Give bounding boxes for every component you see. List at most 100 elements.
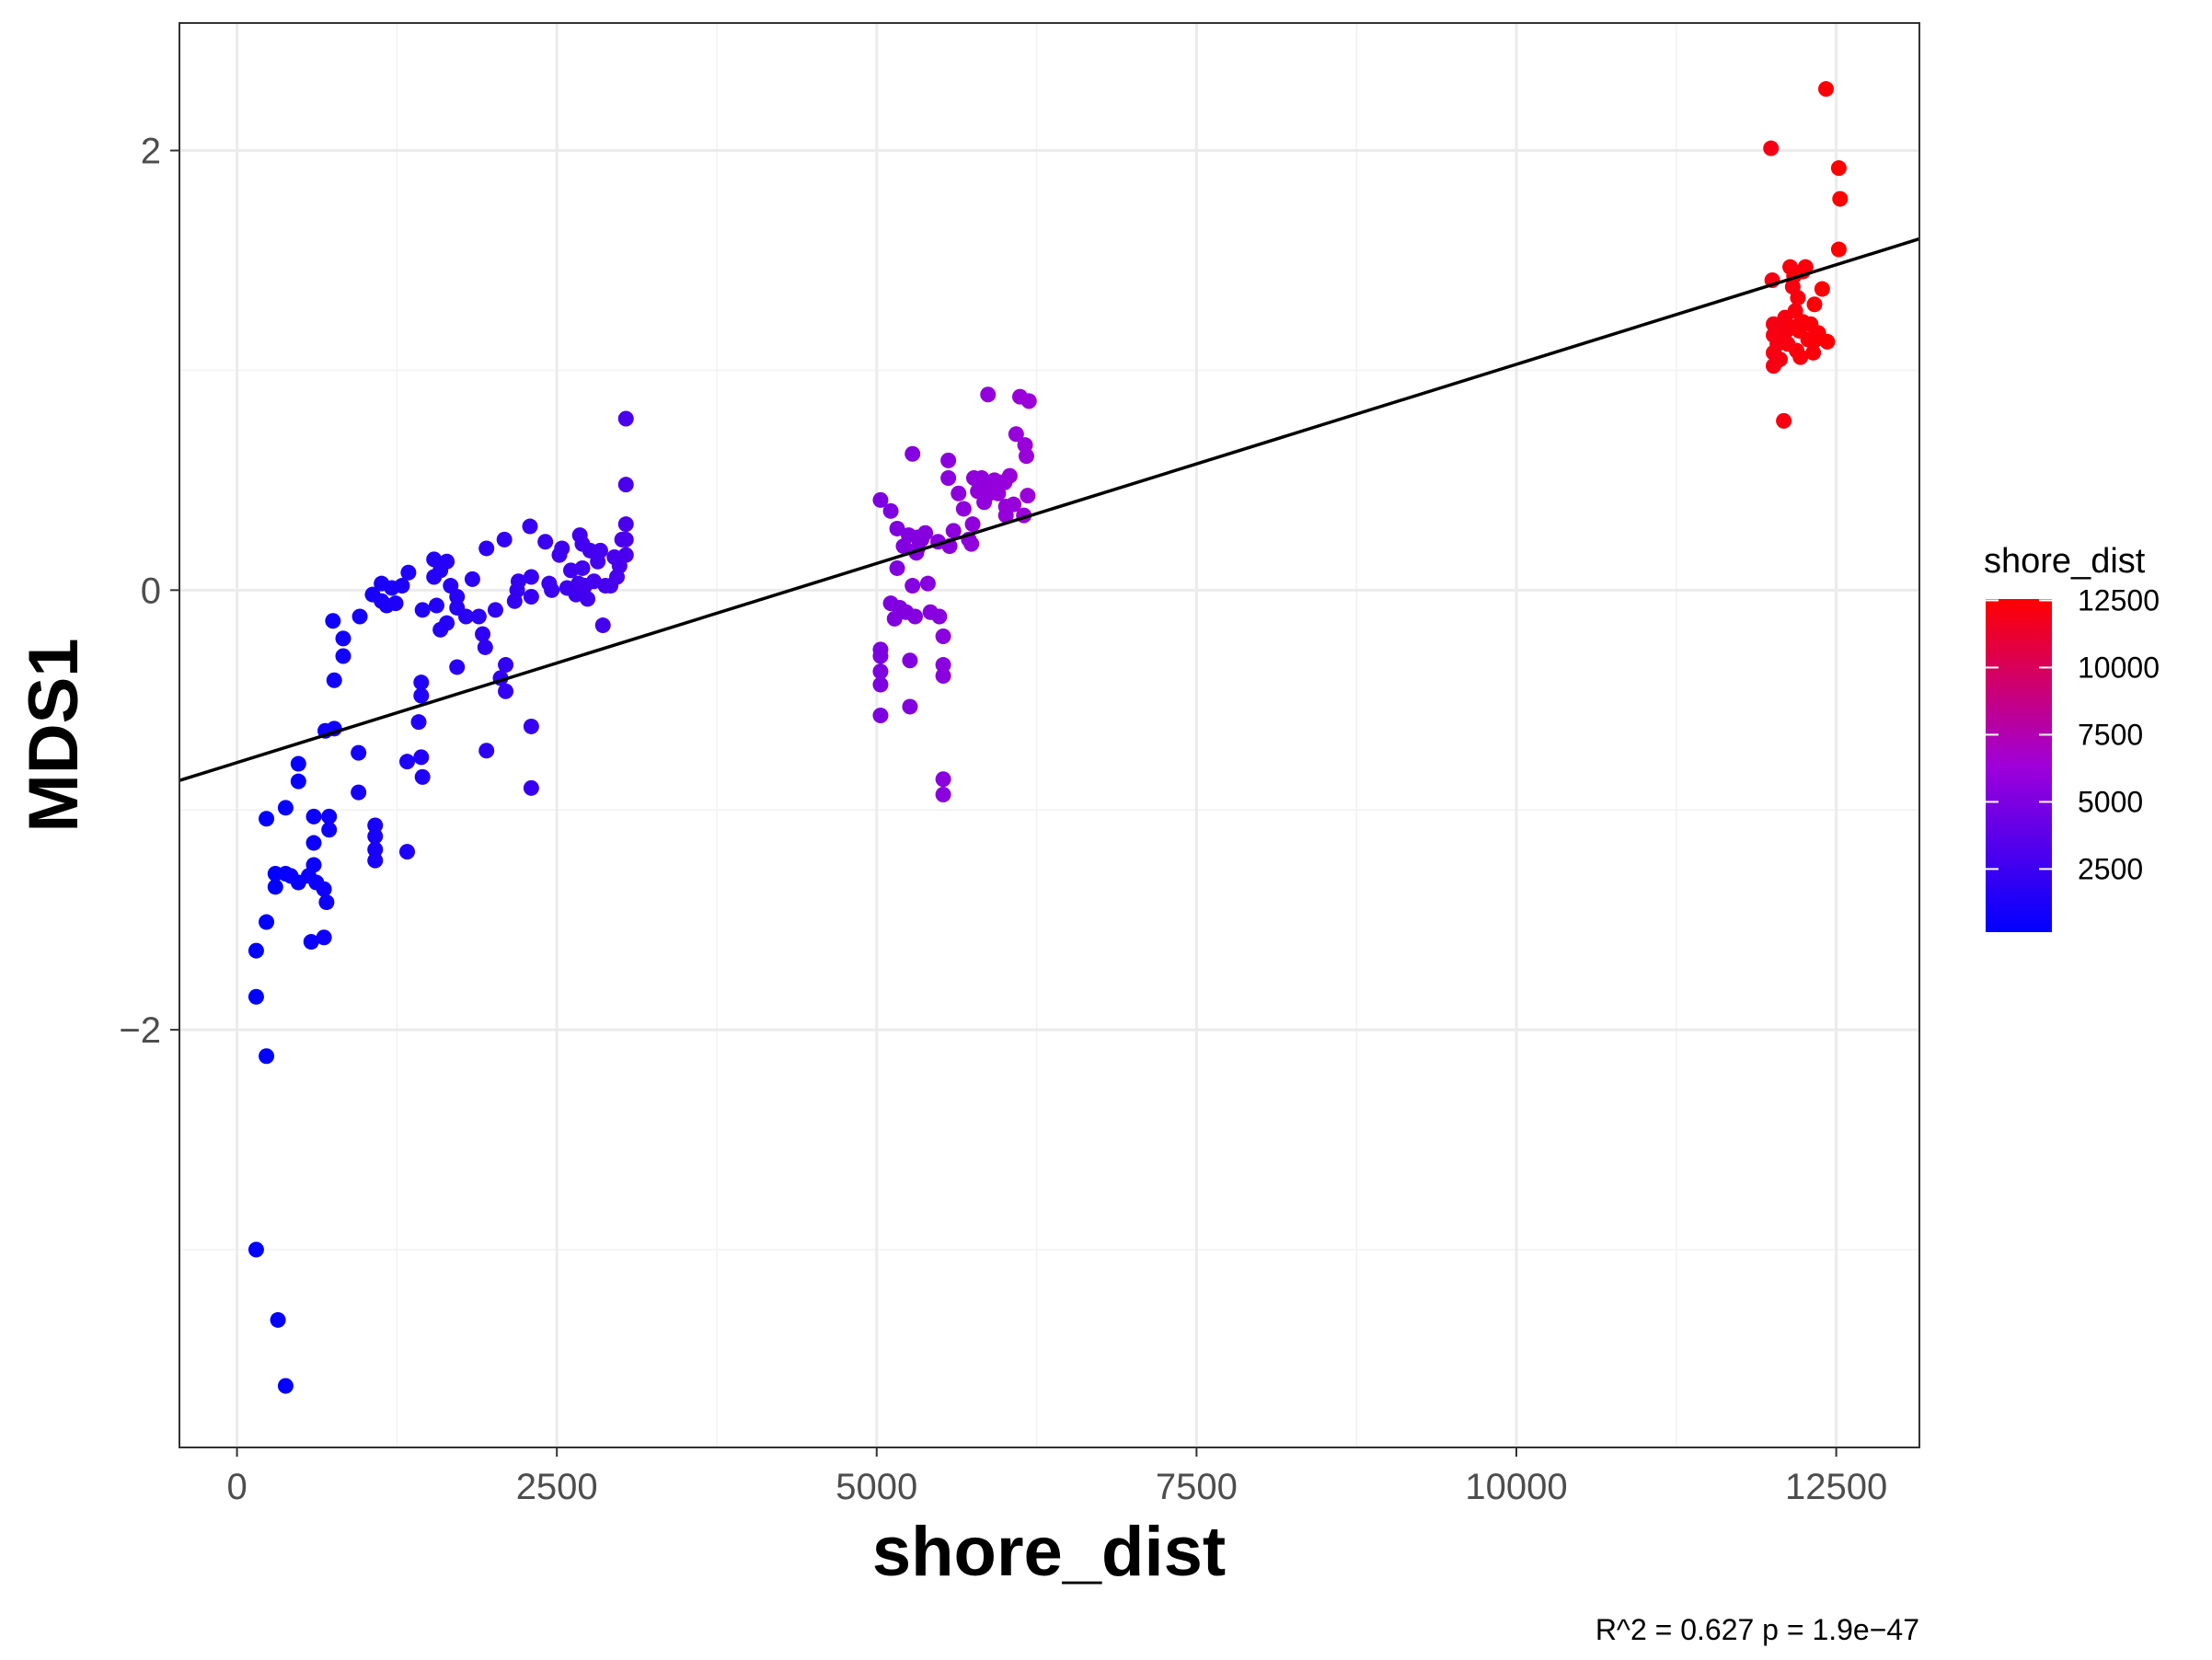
data-point	[496, 531, 513, 548]
data-point	[351, 608, 368, 625]
data-point	[617, 410, 634, 427]
data-point	[1018, 448, 1034, 465]
data-point	[367, 817, 384, 834]
data-point	[1771, 352, 1788, 367]
data-point	[398, 844, 415, 860]
data-point	[267, 879, 283, 895]
data-point	[931, 608, 948, 625]
x-tick-label: 7500	[1156, 1467, 1238, 1507]
data-point	[277, 1378, 294, 1394]
data-point	[592, 542, 608, 559]
data-point	[410, 714, 427, 731]
data-point	[478, 743, 495, 759]
data-point	[413, 687, 430, 704]
data-point	[544, 582, 560, 598]
data-point	[980, 386, 997, 403]
x-axis-ticks: 0 2500 5000 7500 10000 12500	[226, 1447, 1887, 1507]
data-point	[1830, 241, 1847, 258]
data-point	[872, 648, 889, 664]
data-point	[523, 718, 539, 734]
data-point	[935, 657, 951, 674]
x-axis-title: shore_dist	[872, 1513, 1226, 1591]
data-point	[290, 755, 306, 772]
data-point	[554, 540, 570, 557]
data-point	[617, 547, 634, 563]
x-tick-label: 0	[226, 1467, 247, 1507]
y-tick-label: −2	[119, 1010, 161, 1051]
data-point	[351, 784, 367, 801]
data-point	[510, 573, 526, 590]
data-point	[475, 626, 491, 642]
data-point	[963, 536, 980, 552]
data-point	[439, 615, 455, 631]
data-point	[955, 501, 972, 517]
data-point	[498, 657, 514, 674]
grid-lines	[179, 23, 1919, 1447]
data-point	[935, 628, 951, 644]
data-point	[1817, 81, 1834, 98]
data-point	[919, 575, 936, 592]
data-point	[1776, 412, 1792, 429]
data-point	[248, 988, 264, 1005]
data-point	[1001, 467, 1018, 484]
data-point	[290, 773, 306, 790]
legend-tick-label: 5000	[2078, 785, 2143, 818]
legend-title: shore_dist	[1984, 542, 2146, 581]
data-point	[950, 485, 967, 501]
data-point	[523, 569, 539, 585]
data-point	[1814, 281, 1830, 297]
data-point	[259, 811, 275, 827]
data-point	[439, 553, 455, 570]
data-point	[904, 445, 921, 462]
data-point	[464, 571, 480, 587]
legend-colorbar	[1986, 599, 2052, 932]
data-point	[305, 857, 322, 873]
data-point	[259, 1048, 275, 1065]
y-tick-label: 2	[141, 132, 161, 172]
data-point	[387, 595, 404, 612]
data-point	[270, 1311, 286, 1328]
fit-statistics-caption: R^2 = 0.627 p = 1.9e−47	[1596, 1613, 1919, 1646]
data-point	[498, 683, 514, 699]
data-point	[523, 589, 539, 605]
data-point	[1790, 290, 1806, 306]
data-point	[945, 523, 962, 539]
data-point	[303, 934, 319, 951]
data-point	[1008, 426, 1024, 443]
data-point	[400, 564, 417, 581]
data-point	[321, 822, 338, 838]
y-axis-ticks: −2 0 2	[119, 132, 179, 1051]
data-point	[594, 617, 611, 634]
data-point	[1806, 296, 1823, 313]
x-tick-label: 2500	[516, 1467, 598, 1507]
legend-ticks: 2500 5000 7500 10000 12500	[1986, 583, 2160, 885]
regression-line	[179, 236, 1920, 782]
data-point	[477, 639, 493, 655]
data-point	[305, 835, 322, 851]
data-point	[414, 602, 431, 618]
data-point	[248, 1241, 264, 1258]
data-point	[413, 749, 430, 766]
data-point	[617, 516, 634, 533]
data-point	[1020, 488, 1036, 504]
data-point	[413, 674, 430, 691]
data-point	[997, 507, 1014, 524]
data-point	[617, 477, 634, 493]
x-tick-label: 12500	[1785, 1467, 1887, 1507]
legend-tick-label: 10000	[2078, 651, 2160, 684]
data-point	[428, 597, 444, 614]
data-point	[1792, 349, 1809, 365]
data-point	[872, 491, 889, 508]
legend-tick-label: 12500	[2078, 583, 2160, 617]
data-point	[316, 881, 332, 897]
data-point	[1006, 496, 1022, 513]
plot-panel-background	[179, 23, 1919, 1447]
color-legend: shore_dist 2500 5000 7500 10000 12500	[1984, 542, 2160, 932]
data-point	[522, 518, 538, 535]
data-point	[318, 894, 335, 911]
data-point	[1832, 190, 1849, 207]
data-point	[1797, 259, 1814, 275]
data-point	[907, 608, 924, 625]
data-point	[1819, 333, 1836, 350]
